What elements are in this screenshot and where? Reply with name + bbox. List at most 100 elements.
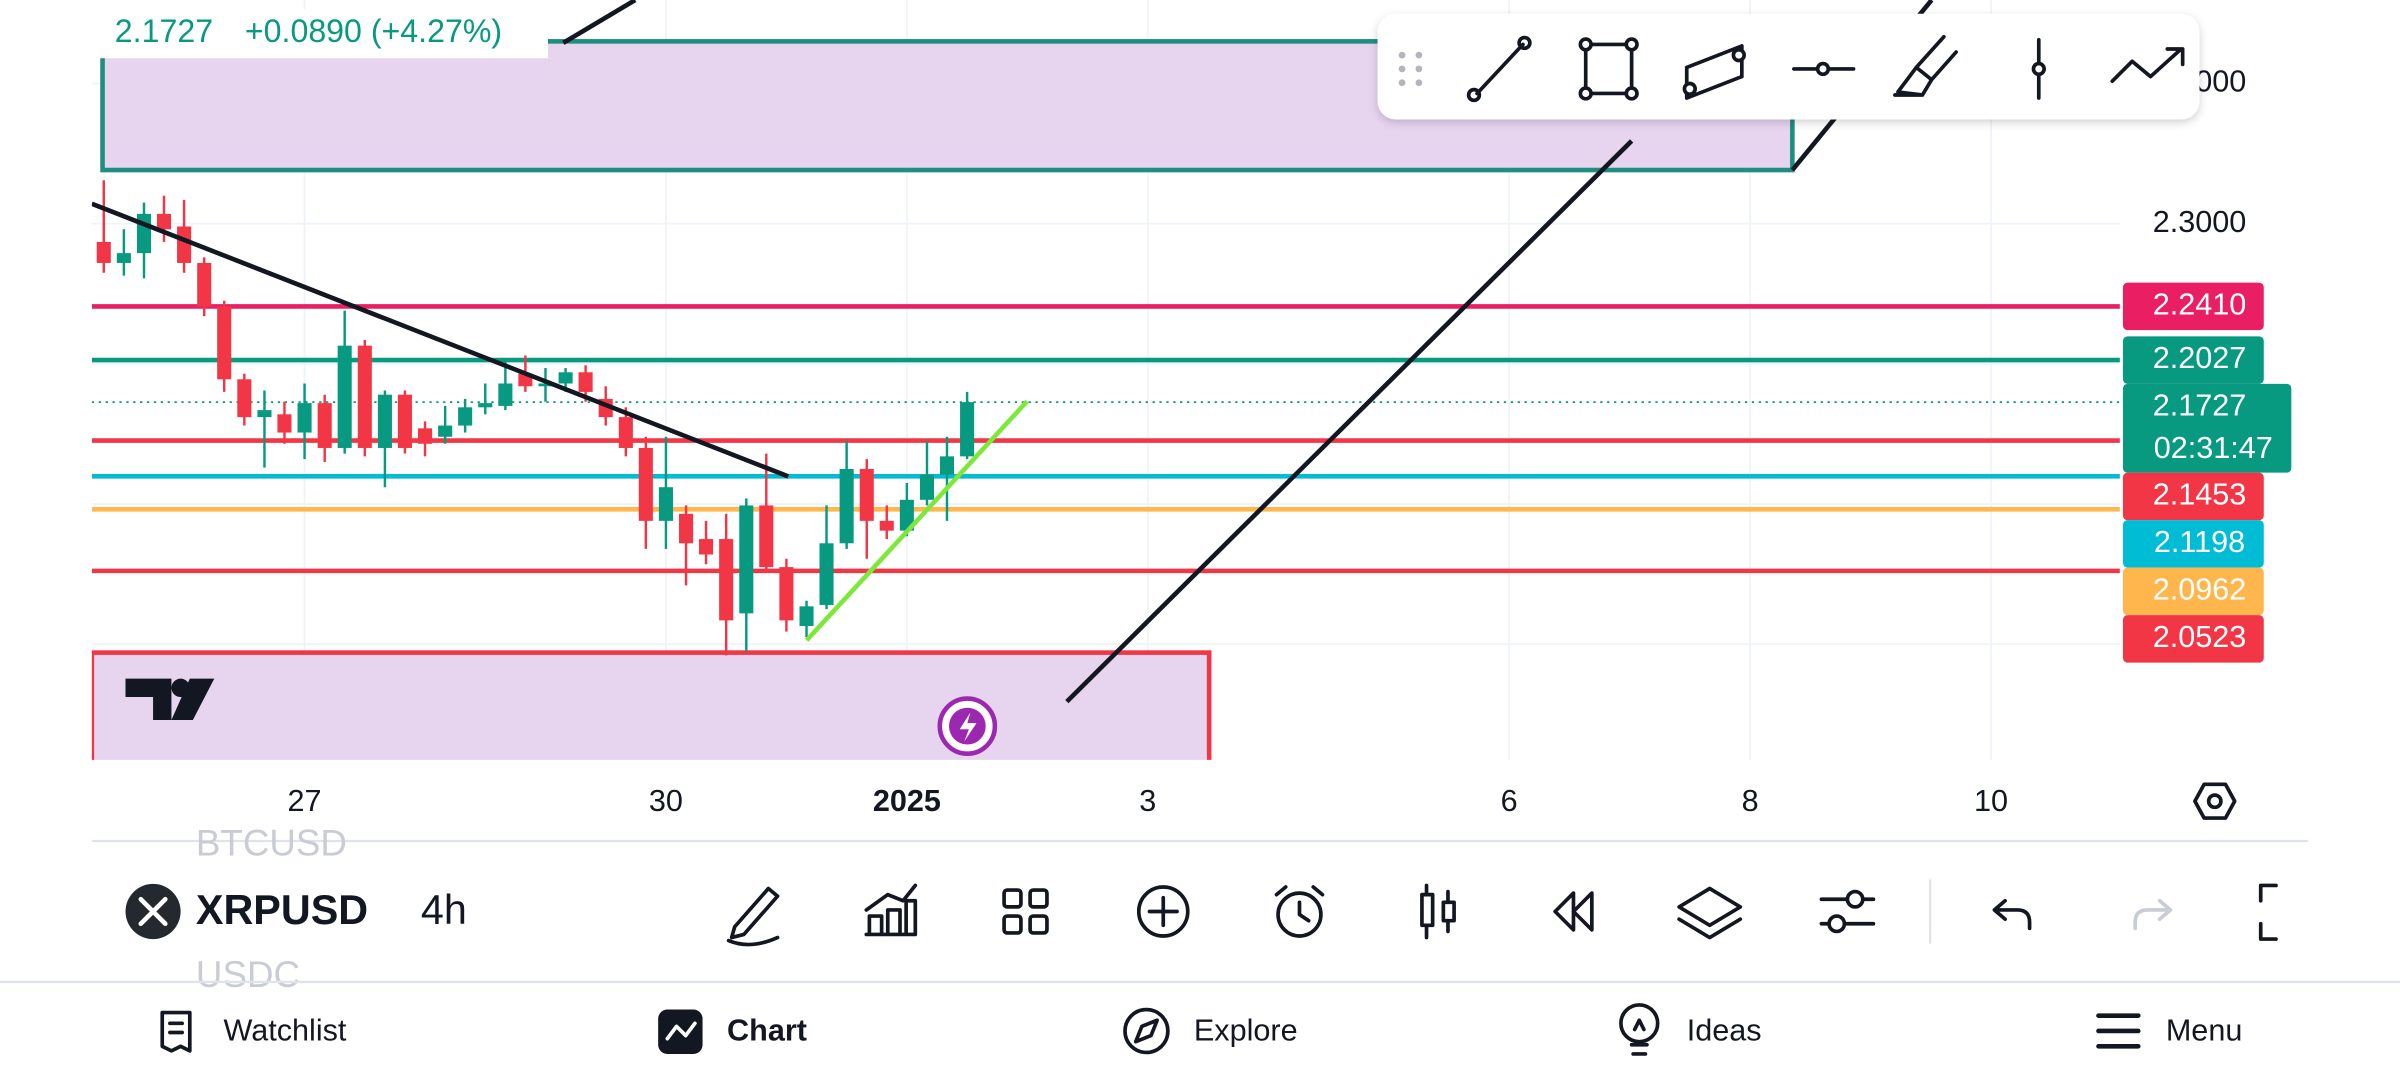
- symbol-icon[interactable]: [125, 883, 181, 940]
- watchlist-icon-part[interactable]: [160, 1010, 192, 1053]
- explore-icon[interactable]: [1123, 1007, 1170, 1055]
- chart-icon-part[interactable]: [665, 1021, 697, 1041]
- explore-icon-part[interactable]: [1123, 1007, 1170, 1055]
- menu-icon-part[interactable]: [2096, 1013, 2141, 1049]
- watchlist-icon[interactable]: [160, 1010, 192, 1053]
- menu-icon[interactable]: [2096, 1013, 2141, 1049]
- drag-handle-part[interactable]: [1415, 65, 1423, 73]
- price-label-box: [2122, 383, 2292, 473]
- trend-line-tool-part[interactable]: [1517, 35, 1532, 51]
- rewind-button[interactable]: [1553, 891, 1594, 932]
- candle-body: [177, 226, 192, 263]
- price-labels: 2.2410 2.2027 2.1727 02:31:47 2.1453 2.1198 2.…: [2122, 282, 2292, 663]
- layers-button-part[interactable]: [1677, 886, 1743, 940]
- settings-button-part[interactable]: [2193, 782, 2237, 820]
- layout-button-part[interactable]: [1002, 914, 1023, 935]
- horizontal-line-tool[interactable]: [1792, 61, 1856, 77]
- nav-item[interactable]: Watchlist: [223, 1014, 346, 1048]
- rectangle-tool-part[interactable]: [1578, 86, 1593, 101]
- drag-handle-part[interactable]: [1415, 79, 1423, 87]
- rectangle-tool-part[interactable]: [1624, 86, 1639, 101]
- drawing-button-part[interactable]: [726, 886, 780, 947]
- layout-button[interactable]: [1002, 888, 1049, 935]
- highlighter-tool-part[interactable]: [1893, 34, 1958, 97]
- bar-replay-button[interactable]: [1420, 883, 1456, 940]
- fullscreen-button-part[interactable]: [2258, 883, 2278, 941]
- ideas-icon-part[interactable]: [1629, 1018, 1649, 1056]
- candle-body: [799, 606, 814, 626]
- channel-tool-part[interactable]: [1682, 81, 1697, 97]
- price-label: 2.1727: [2153, 389, 2247, 423]
- redo-button[interactable]: [2133, 898, 2173, 931]
- drawing-button[interactable]: [726, 886, 780, 947]
- rectangle-tool-part[interactable]: [1583, 42, 1634, 96]
- settings-button-part[interactable]: [2206, 793, 2223, 810]
- trend-line-tool-part[interactable]: [1475, 42, 1525, 96]
- path-tool-part[interactable]: [2110, 47, 2185, 84]
- interval[interactable]: 4h: [421, 887, 467, 933]
- trend-line[interactable]: [804, 399, 1029, 642]
- nav-item[interactable]: Chart: [727, 1014, 807, 1048]
- symbol[interactable]: XRPUSD: [196, 887, 368, 933]
- layers-button[interactable]: [1677, 886, 1743, 940]
- drag-handle-part[interactable]: [1398, 65, 1406, 73]
- trend-line[interactable]: [91, 201, 790, 479]
- drag-handle[interactable]: [1398, 51, 1423, 87]
- nav-item[interactable]: Menu: [2166, 1014, 2243, 1048]
- trend-line[interactable]: [562, 0, 637, 45]
- settings-sliders-button-part[interactable]: [1845, 889, 1865, 909]
- ideas-icon[interactable]: [1619, 1003, 1660, 1056]
- trend-line-tool[interactable]: [1466, 35, 1532, 103]
- candle-body: [257, 410, 272, 418]
- rectangle-tool-part[interactable]: [1624, 37, 1639, 52]
- vertical-line-tool-part[interactable]: [2031, 61, 2046, 77]
- trend-line[interactable]: [1065, 139, 1634, 704]
- channel-tool[interactable]: [1682, 44, 1746, 100]
- alert-button[interactable]: [1274, 885, 1325, 938]
- event-marker[interactable]: [937, 696, 998, 756]
- layout-button-part[interactable]: [1002, 888, 1023, 909]
- settings-sliders-button[interactable]: [1819, 889, 1876, 934]
- indicators-button[interactable]: [864, 883, 918, 937]
- redo-button-part[interactable]: [2133, 898, 2173, 931]
- alert-button-part[interactable]: [1276, 891, 1323, 938]
- chart-icon[interactable]: [658, 1009, 703, 1054]
- trend-line-tool-part[interactable]: [1466, 87, 1482, 103]
- settings-sliders-button-part[interactable]: [1827, 914, 1847, 934]
- add-button-part[interactable]: [1136, 885, 1190, 938]
- fullscreen-button[interactable]: [2258, 883, 2278, 941]
- layout-button-part[interactable]: [1028, 888, 1049, 909]
- nav-item[interactable]: Ideas: [1687, 1014, 1762, 1048]
- candle-body: [699, 539, 714, 555]
- rectangle-tool[interactable]: [1578, 37, 1639, 101]
- undo-button[interactable]: [1992, 898, 2032, 931]
- drag-handle-part[interactable]: [1415, 51, 1423, 59]
- rectangle-drawing[interactable]: [91, 650, 1212, 791]
- horizontal-line-tool-part[interactable]: [1815, 61, 1831, 77]
- symbol-icon-part[interactable]: [138, 896, 168, 927]
- alert-button-part[interactable]: [1274, 885, 1325, 923]
- highlighter-tool[interactable]: [1893, 34, 1958, 97]
- rectangle-tool-part[interactable]: [1578, 37, 1593, 52]
- ideas-icon-part[interactable]: [1619, 1003, 1660, 1044]
- drag-handle-part[interactable]: [1398, 79, 1406, 87]
- layout-button-part[interactable]: [1028, 914, 1049, 935]
- channel-tool-part[interactable]: [1684, 44, 1744, 100]
- add-button-part[interactable]: [1147, 895, 1179, 928]
- add-button[interactable]: [1136, 885, 1190, 938]
- channel-tool-part[interactable]: [1731, 47, 1746, 63]
- indicators-button-part[interactable]: [864, 883, 918, 937]
- settings-button[interactable]: [2193, 782, 2237, 820]
- undo-button-part[interactable]: [1992, 898, 2032, 931]
- vertical-line-tool[interactable]: [2031, 37, 2046, 100]
- drag-handle-part[interactable]: [1398, 51, 1406, 59]
- event-marker-part[interactable]: [959, 712, 977, 742]
- bar-replay-button-part[interactable]: [1424, 883, 1450, 940]
- path-tool[interactable]: [2110, 47, 2185, 84]
- candle-body: [438, 425, 453, 437]
- x-tick-label: 6: [1501, 784, 1518, 818]
- explore-icon-part[interactable]: [1133, 1018, 1159, 1044]
- nav-item[interactable]: Explore: [1194, 1014, 1298, 1048]
- rewind-button-part[interactable]: [1553, 891, 1594, 932]
